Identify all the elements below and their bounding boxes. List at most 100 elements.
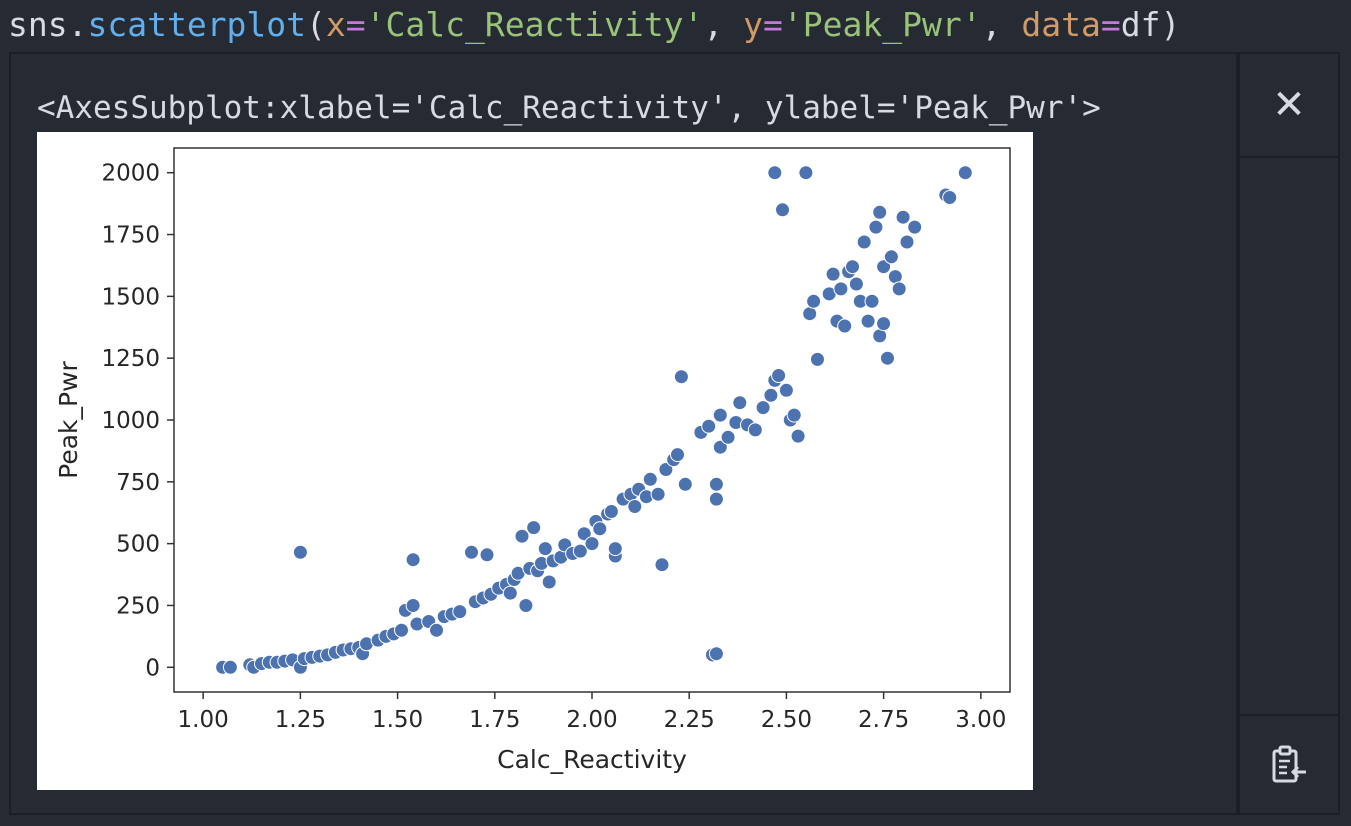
scatter-point bbox=[837, 318, 853, 334]
scatter-point bbox=[876, 259, 892, 275]
scatter-point bbox=[627, 499, 643, 514]
x-tick-label: 1.50 bbox=[372, 707, 423, 733]
scatter-point bbox=[292, 544, 308, 560]
scatter-point bbox=[526, 520, 542, 536]
output-side-toolbar: ✕ bbox=[1238, 52, 1340, 815]
scatter-point bbox=[514, 528, 530, 544]
scatter-point bbox=[864, 293, 880, 309]
code-function-name: scatterplot bbox=[87, 5, 307, 44]
scatter-point bbox=[747, 422, 763, 438]
clipboard-icon bbox=[1272, 745, 1306, 782]
scatter-point bbox=[942, 190, 958, 205]
scatter-point bbox=[222, 659, 238, 675]
x-tick-label: 1.75 bbox=[469, 707, 520, 733]
scatter-point bbox=[833, 281, 849, 297]
scatter-point bbox=[786, 407, 802, 423]
output-area: <AxesSubplot:xlabel='Calc_Reactivity', y… bbox=[9, 52, 1238, 815]
scatter-point bbox=[891, 281, 907, 297]
scatter-chart: 1.00 1.25 1.50 1.75 2.00 2.25 2.50 2.75 3.00 0 25… bbox=[54, 147, 1011, 774]
scatter-point bbox=[755, 400, 771, 416]
y-tick-label: 1000 bbox=[101, 408, 160, 434]
x-tick-label: 3.00 bbox=[955, 707, 1006, 733]
y-tick-label: 1500 bbox=[101, 284, 160, 310]
scatter-point bbox=[607, 541, 623, 557]
x-tick-label: 1.00 bbox=[178, 707, 229, 733]
code-open-paren: ( bbox=[306, 5, 326, 44]
scatter-point bbox=[732, 395, 748, 411]
y-tick-label: 2000 bbox=[101, 161, 160, 187]
y-tick-label: 250 bbox=[116, 593, 160, 619]
x-axis-label: Calc_Reactivity bbox=[497, 745, 687, 774]
scatter-point bbox=[405, 552, 421, 568]
scatter-point bbox=[868, 219, 884, 235]
scatter-point bbox=[806, 293, 822, 309]
scatter-point bbox=[856, 234, 872, 250]
x-ticks: 1.00 1.25 1.50 1.75 2.00 2.25 2.50 2.75 3.00 bbox=[178, 692, 1006, 733]
scatter-point bbox=[712, 407, 728, 423]
code-equals: = bbox=[1100, 5, 1121, 44]
scatter-point bbox=[479, 547, 495, 563]
scatter-point bbox=[790, 428, 806, 444]
scatter-point bbox=[405, 598, 421, 613]
x-tick-label: 2.00 bbox=[566, 707, 617, 733]
scatter-point bbox=[670, 447, 685, 463]
scatter-point bbox=[537, 541, 553, 557]
x-tick-label: 2.50 bbox=[761, 707, 812, 733]
scatter-point bbox=[720, 429, 736, 445]
code-equals: = bbox=[345, 5, 366, 44]
scatter-point bbox=[767, 165, 783, 181]
scatter-point bbox=[673, 369, 689, 385]
y-tick-label: 0 bbox=[145, 655, 160, 681]
scatter-point bbox=[708, 646, 724, 662]
scatter-point bbox=[825, 266, 841, 282]
scatter-point bbox=[802, 306, 818, 322]
scatter-point bbox=[518, 598, 534, 613]
scatter-point bbox=[883, 249, 899, 265]
code-cell-input[interactable]: sns.scatterplot(x='Calc_Reactivity', y='… bbox=[8, 2, 1180, 48]
scatter-point bbox=[603, 504, 619, 519]
scatter-point bbox=[572, 543, 588, 559]
code-equals: = bbox=[763, 5, 783, 44]
scatter-point bbox=[677, 476, 693, 492]
scatter-point bbox=[452, 604, 468, 620]
scatter-point bbox=[429, 622, 444, 638]
y-axis-label: Peak_Pwr bbox=[54, 360, 83, 478]
scatter-point bbox=[775, 202, 790, 218]
y-ticks: 0 250 500 750 1000 1250 1500 1750 2000 bbox=[101, 161, 174, 681]
toolbar-divider bbox=[1240, 714, 1338, 716]
scatter-point bbox=[541, 574, 557, 590]
scatter-point bbox=[394, 622, 409, 638]
scatter-point bbox=[650, 486, 666, 502]
y-tick-label: 750 bbox=[116, 470, 160, 496]
scatter-point bbox=[845, 259, 860, 275]
scatter-point bbox=[701, 418, 717, 434]
scatter-point bbox=[848, 276, 864, 292]
copy-output-button[interactable] bbox=[1240, 716, 1338, 813]
close-output-button[interactable]: ✕ bbox=[1240, 54, 1338, 156]
toolbar-divider bbox=[1240, 156, 1338, 158]
scatter-point bbox=[771, 368, 787, 383]
scatter-point bbox=[642, 471, 658, 487]
scatter-point bbox=[810, 351, 825, 367]
scatter-point bbox=[895, 209, 911, 225]
scatter-point bbox=[860, 313, 876, 329]
scatter-point bbox=[576, 526, 592, 542]
scatter-point bbox=[592, 521, 608, 537]
scatter-point bbox=[798, 165, 814, 181]
code-arg-y-value: 'Peak_Pwr' bbox=[782, 5, 982, 44]
scatter-point bbox=[899, 234, 915, 250]
code-arg-data-value: df bbox=[1120, 5, 1161, 44]
scatter-point bbox=[708, 476, 724, 492]
points-layer bbox=[215, 165, 973, 675]
x-tick-label: 1.25 bbox=[275, 707, 326, 733]
scatter-point bbox=[708, 491, 724, 507]
code-arg-y-name: y bbox=[743, 5, 764, 44]
scatter-point bbox=[872, 204, 888, 220]
code-separator: , bbox=[981, 5, 1022, 44]
scatter-point bbox=[654, 557, 670, 573]
code-arg-data-name: data bbox=[1021, 5, 1101, 44]
x-tick-label: 2.75 bbox=[858, 707, 909, 733]
close-icon: ✕ bbox=[1272, 82, 1306, 128]
scatter-point bbox=[957, 165, 973, 181]
scatter-figure: 1.00 1.25 1.50 1.75 2.00 2.25 2.50 2.75 3.00 0 25… bbox=[37, 132, 1033, 790]
